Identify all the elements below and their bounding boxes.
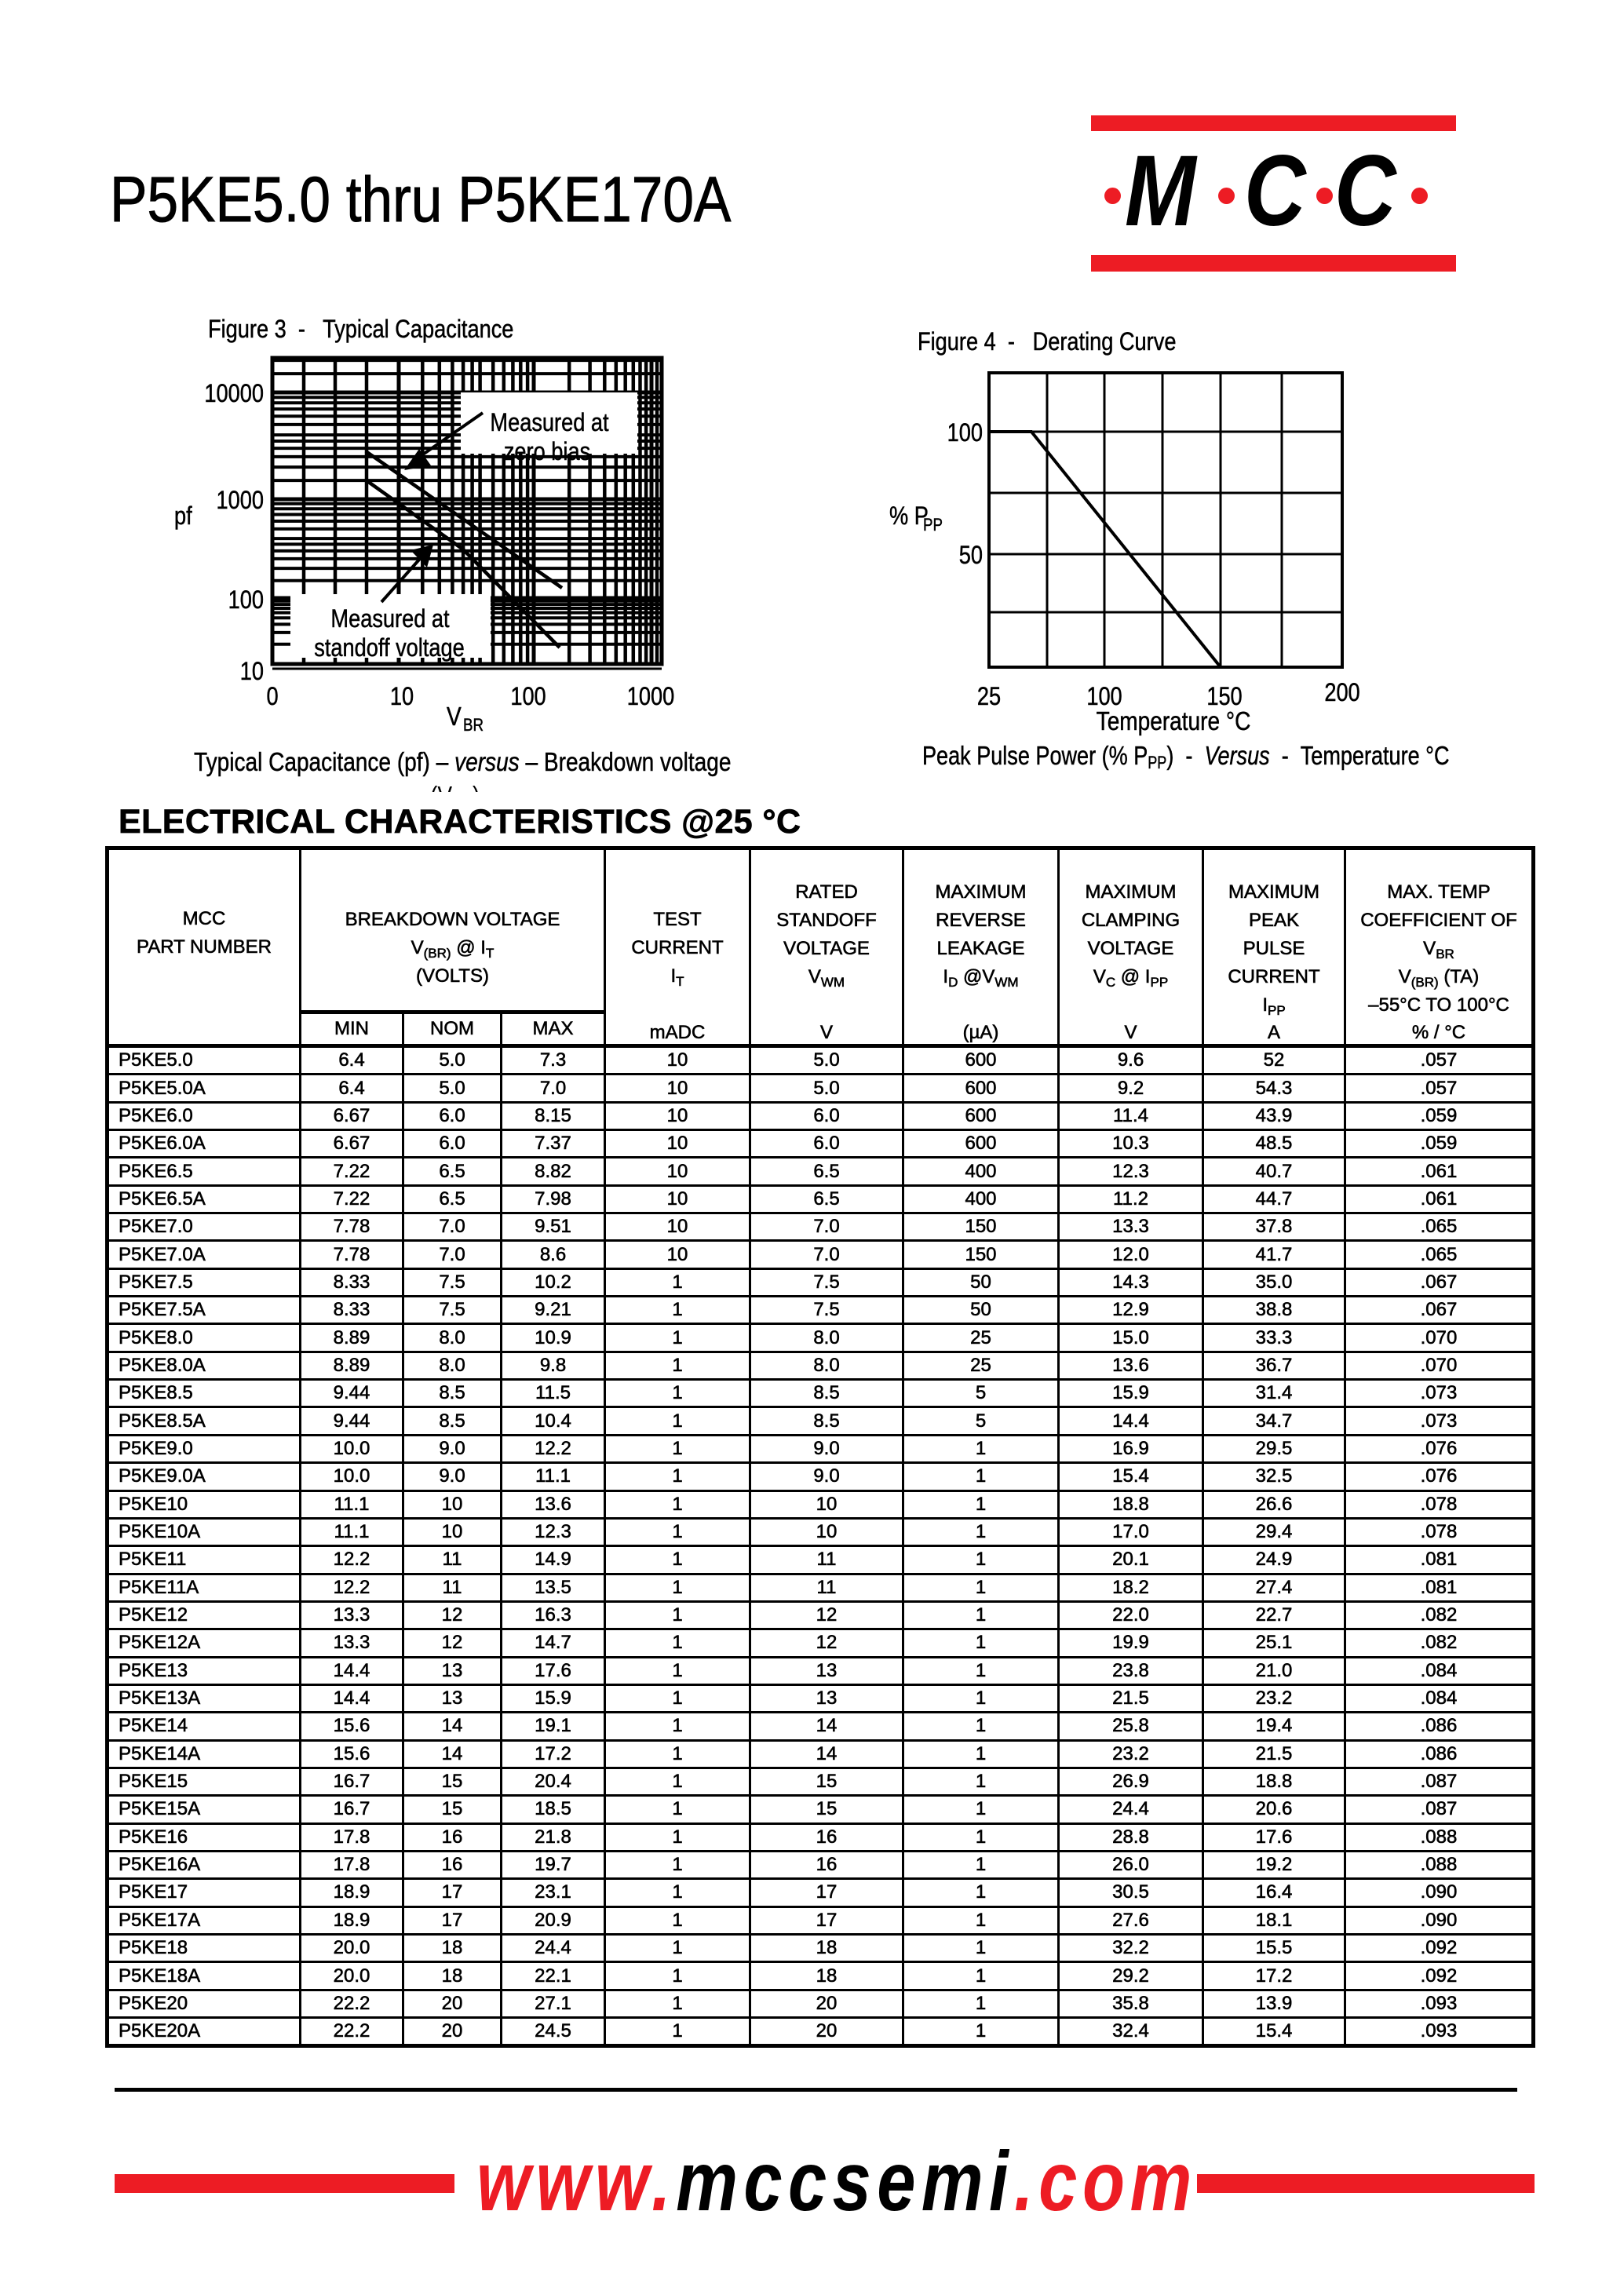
svg-text:10: 10 [240, 658, 264, 686]
svg-text:100: 100 [1086, 683, 1122, 711]
svg-text:standoff voltage: standoff voltage [314, 634, 464, 662]
svg-text:10000: 10000 [204, 380, 264, 408]
svg-text:100: 100 [510, 683, 546, 711]
svg-text:% P: % P [889, 502, 929, 531]
svg-text:Figure 4 - Derating Curve: Figure 4 - Derating Curve [918, 328, 1176, 356]
svg-text:0: 0 [266, 683, 278, 711]
svg-text:50: 50 [959, 542, 983, 570]
svg-text:PP: PP [923, 516, 943, 535]
svg-text:10: 10 [390, 683, 414, 711]
svg-text:Measured at: Measured at [490, 409, 609, 437]
svg-text:200: 200 [1324, 679, 1359, 707]
svg-text:100: 100 [947, 419, 983, 447]
svg-text:pf: pf [174, 502, 192, 531]
svg-text:BR: BR [463, 717, 484, 735]
svg-text:1000: 1000 [627, 683, 674, 711]
svg-text:V: V [447, 702, 462, 732]
svg-text:1000: 1000 [217, 487, 264, 515]
svg-text:Temperature °C: Temperature °C [1097, 707, 1251, 736]
svg-text:zero bias: zero bias [504, 438, 590, 466]
svg-text:Figure 3 - Typical Capacita: Figure 3 - Typical Capacitance [208, 316, 513, 344]
svg-text:25: 25 [977, 683, 1001, 711]
svg-text:150: 150 [1206, 683, 1242, 711]
svg-text:100: 100 [228, 586, 264, 615]
svg-text:Measured at: Measured at [330, 605, 450, 633]
